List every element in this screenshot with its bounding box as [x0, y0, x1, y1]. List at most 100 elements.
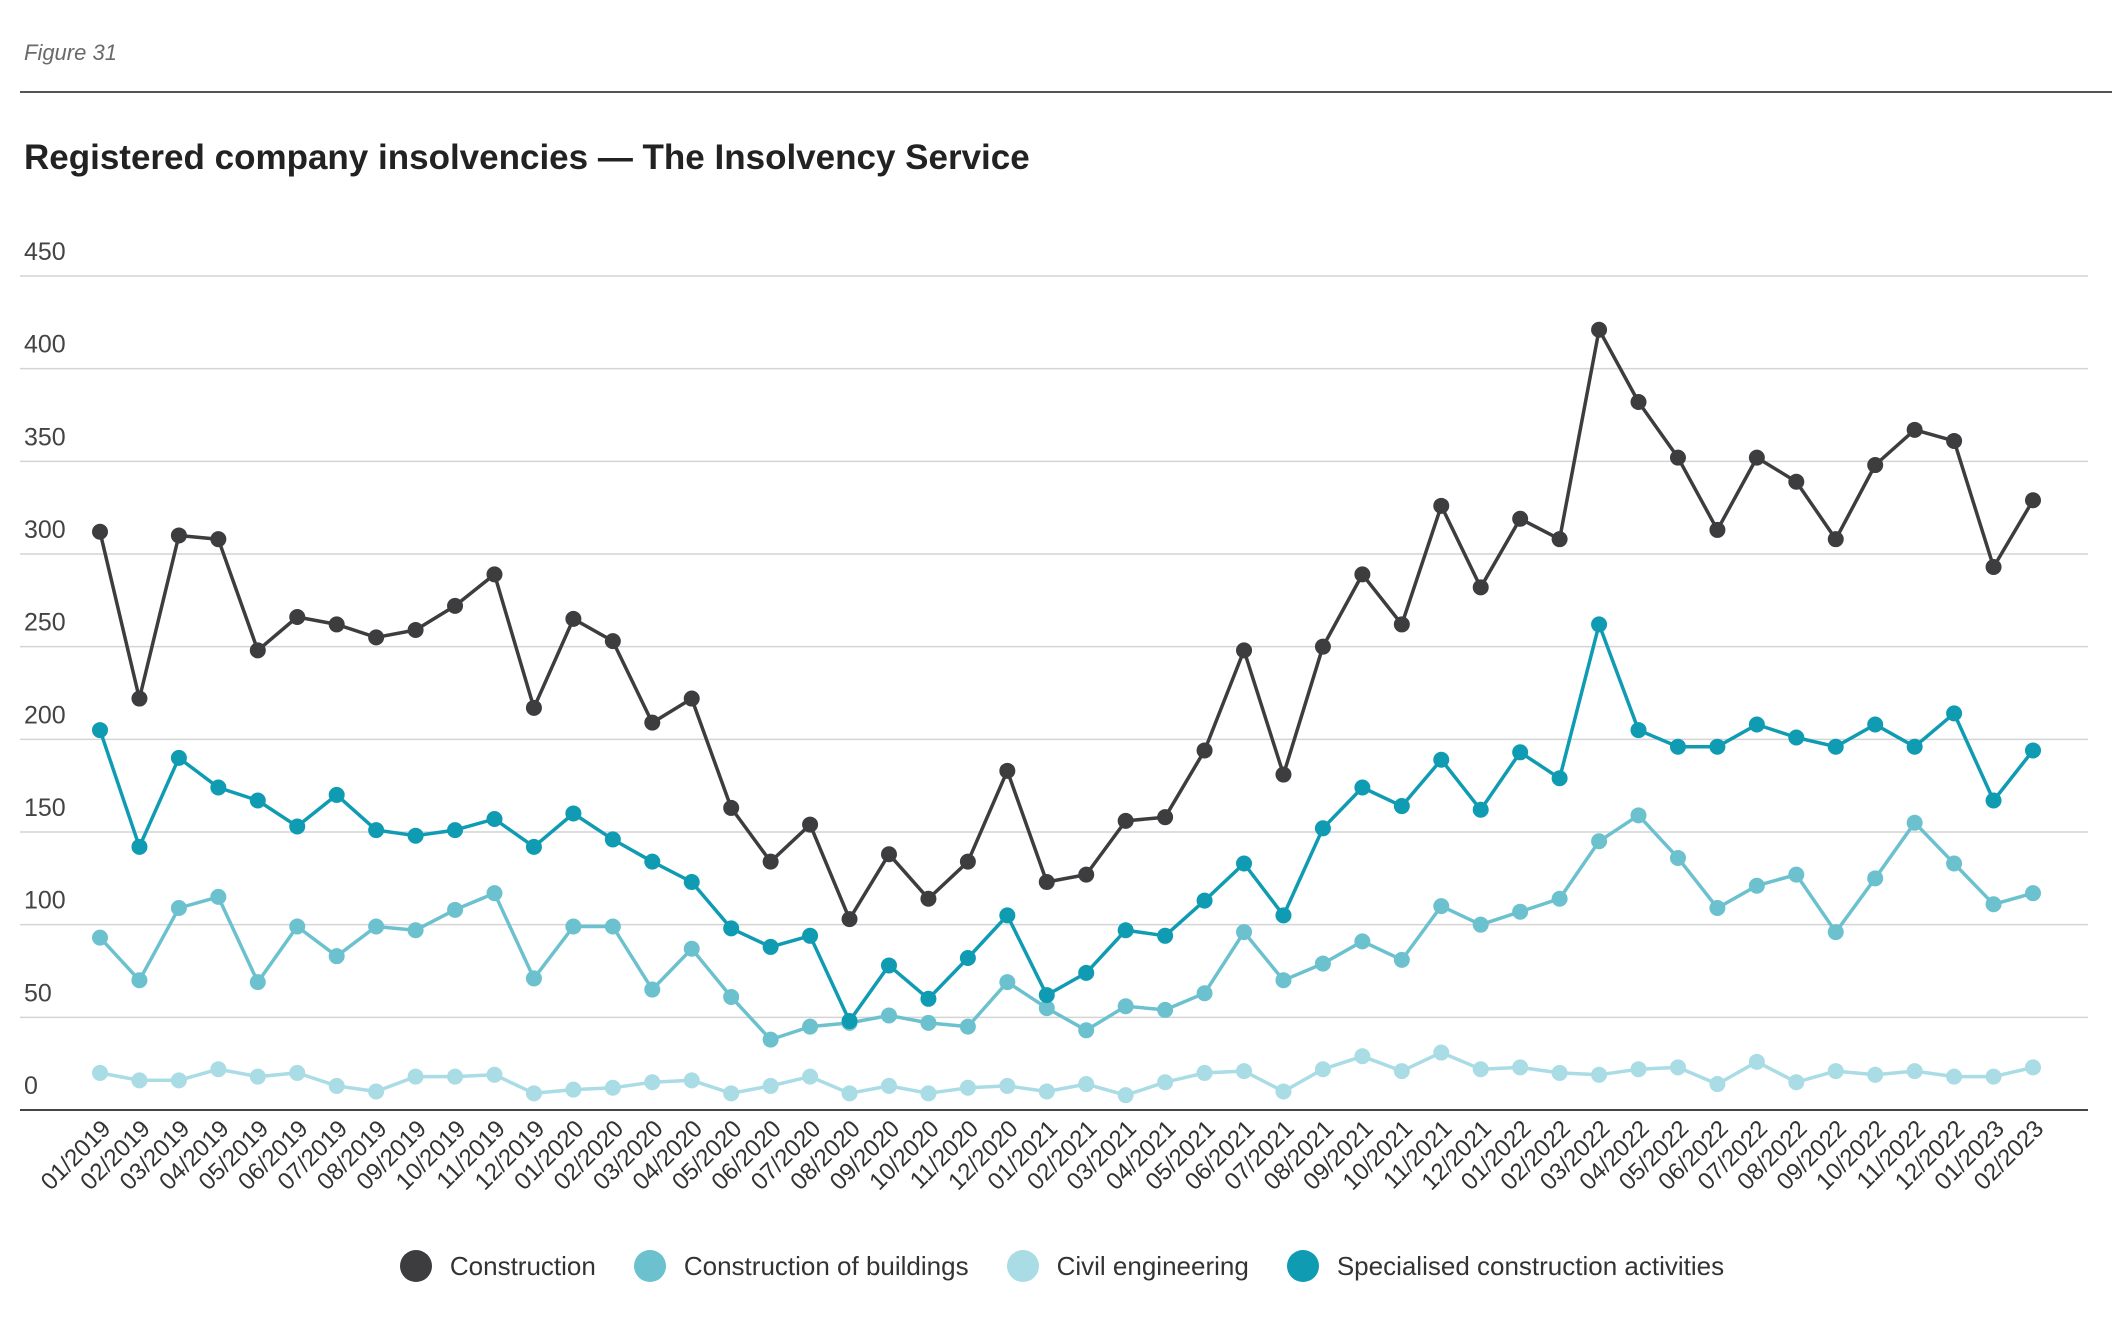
series-civil-engineering	[92, 1044, 2041, 1104]
data-point	[1157, 1001, 1174, 1018]
data-point	[1748, 1053, 1765, 1070]
data-point	[289, 609, 306, 626]
data-point	[1157, 927, 1174, 944]
data-point	[2025, 492, 2041, 509]
data-point	[1906, 1063, 1923, 1080]
data-point	[604, 918, 621, 935]
data-point	[1630, 807, 1647, 824]
legend-item-construction: Construction	[399, 1250, 596, 1282]
y-tick-label-150: 150	[24, 794, 66, 822]
data-point	[959, 1018, 976, 1035]
legend-swatch	[1006, 1250, 1039, 1282]
y-tick-label-350: 350	[24, 423, 66, 451]
data-point	[2025, 1059, 2041, 1076]
data-point	[1314, 955, 1331, 972]
data-point	[959, 1079, 976, 1096]
grid-layer	[20, 275, 2088, 1111]
data-point	[1354, 779, 1371, 796]
data-point	[920, 890, 937, 907]
data-point	[407, 922, 424, 939]
data-point	[1630, 722, 1647, 739]
data-point	[683, 874, 700, 891]
data-point	[762, 1031, 779, 1048]
data-point	[1985, 1068, 2002, 1085]
data-point	[210, 888, 227, 905]
data-point	[644, 853, 661, 870]
data-point	[880, 1007, 897, 1024]
series-line-civil-engineering	[99, 1050, 2034, 1097]
data-point	[1630, 394, 1647, 411]
data-point	[880, 957, 897, 974]
data-point	[1709, 738, 1726, 755]
data-point	[683, 1072, 700, 1089]
data-point	[1827, 738, 1844, 755]
y-tick-label-0: 0	[24, 1072, 38, 1100]
legend-item-construction-of-buildings: Construction of buildings	[633, 1250, 969, 1282]
data-point	[1354, 933, 1371, 950]
data-point	[1038, 987, 1055, 1004]
data-point	[1512, 1059, 1529, 1076]
data-point	[1433, 751, 1450, 768]
data-point	[328, 1077, 345, 1094]
data-point	[1196, 742, 1213, 759]
data-point	[1669, 1059, 1686, 1076]
data-point	[959, 853, 976, 870]
data-point	[447, 901, 464, 918]
data-point	[131, 972, 148, 989]
data-point	[249, 1068, 266, 1085]
y-tick-label-400: 400	[24, 331, 66, 359]
data-point	[1906, 421, 1923, 438]
header-divider	[20, 91, 2112, 93]
data-point	[210, 779, 227, 796]
data-point	[170, 527, 187, 544]
data-point	[1393, 1063, 1410, 1080]
series-line-specialised-construction-activities	[98, 622, 2035, 1023]
data-point	[1985, 792, 2002, 809]
data-point	[644, 1074, 661, 1091]
data-point	[1551, 531, 1568, 548]
data-point	[1038, 1083, 1055, 1100]
data-point	[249, 792, 266, 809]
data-point	[1867, 1066, 1884, 1083]
data-point	[683, 940, 700, 957]
data-point	[1985, 896, 2002, 913]
data-point	[1078, 866, 1095, 883]
data-point	[1867, 716, 1884, 733]
data-point	[1630, 1061, 1647, 1078]
series-construction	[92, 321, 2041, 928]
data-point	[1946, 705, 1963, 722]
data-point	[2025, 885, 2041, 902]
data-point	[525, 1085, 542, 1102]
data-point	[1117, 922, 1134, 939]
y-tick-label-450: 450	[24, 238, 66, 266]
data-point	[841, 1013, 858, 1030]
data-point	[1354, 566, 1371, 583]
data-point	[1669, 449, 1686, 466]
data-point	[723, 988, 740, 1005]
data-point	[92, 929, 108, 946]
data-point	[486, 885, 503, 902]
data-point	[999, 1077, 1016, 1094]
data-point	[525, 970, 542, 987]
data-point	[1906, 738, 1923, 755]
data-point	[1946, 1068, 1963, 1085]
data-point	[1669, 849, 1686, 866]
data-point	[1748, 449, 1765, 466]
data-point	[1433, 1044, 1450, 1061]
data-point	[1038, 1000, 1055, 1017]
data-point	[92, 523, 108, 540]
data-point	[762, 938, 779, 955]
data-point	[447, 822, 464, 839]
data-point	[1433, 898, 1450, 915]
data-point	[1275, 972, 1292, 989]
data-point	[1867, 870, 1884, 887]
data-point	[802, 1018, 819, 1035]
data-point	[1551, 1064, 1568, 1081]
data-point	[999, 974, 1016, 991]
data-point	[920, 1014, 937, 1031]
data-point	[1078, 1022, 1095, 1039]
data-point	[328, 616, 345, 633]
data-point	[604, 1079, 621, 1096]
data-point	[802, 927, 819, 944]
